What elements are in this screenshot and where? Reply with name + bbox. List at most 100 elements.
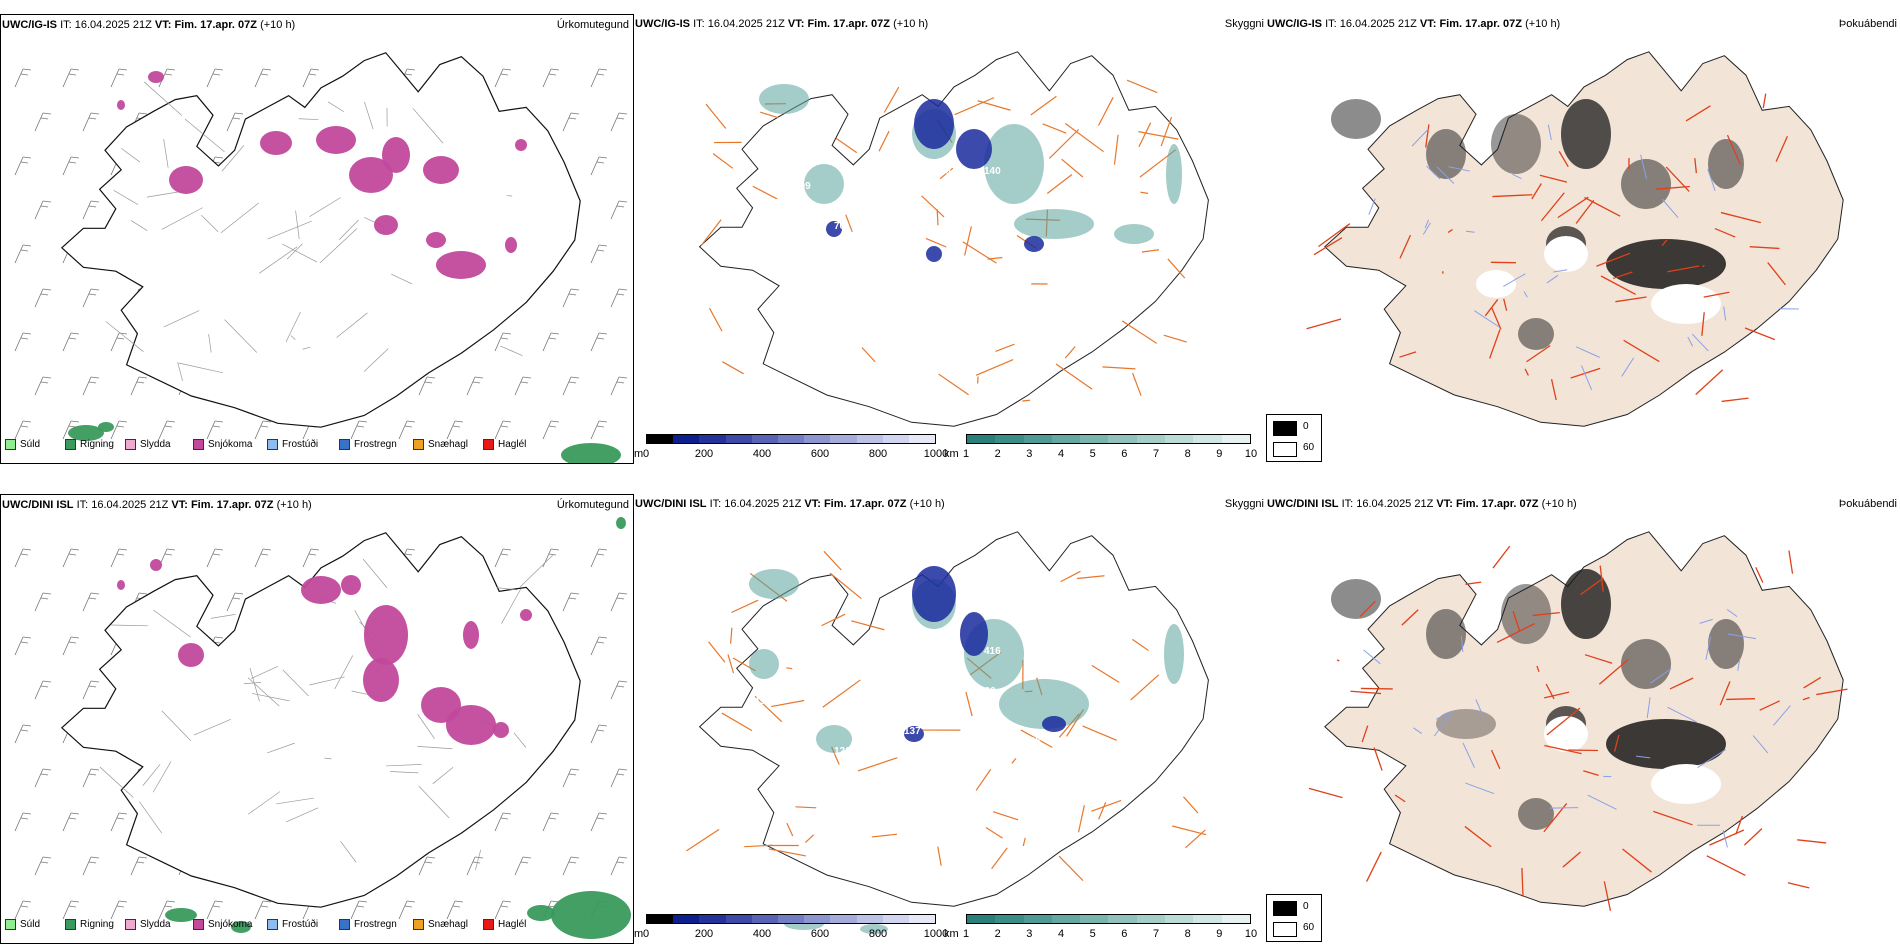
- ceiling-value-label: 127: [899, 191, 916, 202]
- legend-item-súld: Súld: [5, 439, 40, 450]
- wind-barb: [34, 376, 52, 396]
- wind-barb: [62, 68, 80, 88]
- wind-barb: [542, 68, 560, 88]
- legend-item-frostúði: Frostúði: [267, 439, 318, 450]
- colorbar-bin: [1165, 915, 1194, 923]
- snow-area: [178, 643, 204, 667]
- legend-swatch: [125, 439, 136, 450]
- legend-swatch: [125, 919, 136, 930]
- colorbar-bin: [908, 915, 936, 923]
- wind-barb: [466, 856, 484, 876]
- ceiling-value-label: 102: [1024, 256, 1041, 267]
- panel-type-label: Þokuábendi: [1838, 498, 1897, 510]
- fog-panel-top: UWC/IG-IS IT: 16.04.2025 21Z VT: Fim. 17…: [1266, 14, 1900, 464]
- ceiling-value-label: 193: [964, 756, 981, 767]
- wind-barb: [34, 680, 52, 700]
- snow-area: [148, 71, 164, 83]
- low-ceiling-area: [826, 221, 842, 237]
- wind-barb: [14, 900, 32, 920]
- snow-area: [363, 658, 399, 702]
- wind-barb: [562, 768, 580, 788]
- colorbar-tick-label: 8: [1184, 448, 1191, 460]
- ceiling-value-label: 246: [979, 206, 996, 217]
- fog-high-label: 0: [1303, 421, 1309, 432]
- rain-area: [527, 905, 555, 921]
- colorbar-bin: [830, 915, 857, 923]
- fog-high-area: [1708, 619, 1744, 669]
- wind-barb: [226, 112, 244, 132]
- ceiling-value-label: 300: [979, 686, 996, 697]
- colorbar-bin: [699, 915, 726, 923]
- wind-barb: [562, 376, 580, 396]
- panel-type-label: Skyggni: [1224, 18, 1264, 30]
- wind-barb: [610, 112, 628, 132]
- colorbar-tick-label: 2: [994, 928, 1001, 940]
- legend-swatch: [483, 919, 494, 930]
- ceiling-value-label: 132: [1054, 256, 1071, 267]
- fog-high-area: [1621, 639, 1671, 689]
- wind-barb: [62, 156, 80, 176]
- coastline: [698, 531, 1209, 907]
- road-network: [1306, 93, 1789, 403]
- wind-barb: [110, 420, 128, 440]
- wind-barb: [466, 376, 484, 396]
- precip-type-map: [14, 52, 628, 463]
- ceiling-value-label: 56: [834, 701, 846, 712]
- wind-barb: [130, 856, 148, 876]
- legend-item-snæhagl: Snæhagl: [413, 439, 468, 450]
- wind-barb: [590, 420, 608, 440]
- colorbar-bin: [1080, 435, 1109, 443]
- colorbar-bin: [1221, 915, 1250, 923]
- ceiling-value-label: 71: [774, 678, 786, 689]
- snow-area: [117, 100, 125, 110]
- wind-barb: [130, 376, 148, 396]
- panel-title: UWC/IG-IS IT: 16.04.2025 21Z VT: Fim. 17…: [1267, 18, 1561, 30]
- low-visibility-area: [1166, 144, 1182, 204]
- ceiling-value-label: 110: [1074, 276, 1091, 287]
- wind-barb: [254, 548, 272, 568]
- colorbar-unit: km: [944, 448, 959, 460]
- wind-barb: [82, 856, 100, 876]
- low-ceiling-area: [960, 612, 988, 656]
- wind-barb: [562, 288, 580, 308]
- snow-area: [260, 131, 292, 155]
- fog-low-area: [1476, 270, 1516, 298]
- legend-item-slydda: Slydda: [125, 919, 171, 930]
- wind-barb: [14, 812, 32, 832]
- legend-label: Haglél: [498, 919, 527, 930]
- wind-barb: [514, 376, 532, 396]
- wind-barb: [158, 420, 176, 440]
- colorbar-tick-label: 1000: [923, 448, 949, 460]
- wind-barb: [110, 812, 128, 832]
- wind-barb: [302, 548, 320, 568]
- colorbar-bin: [1023, 915, 1052, 923]
- visibility-panel-bottom: UWC/DINI ISL IT: 16.04.2025 21Z VT: Fim.…: [634, 494, 1266, 944]
- fog-low-swatch: [1273, 922, 1297, 937]
- wind-barb: [110, 68, 128, 88]
- rain-area: [616, 517, 626, 529]
- low-visibility-area: [749, 649, 779, 679]
- wind-barb: [82, 768, 100, 788]
- colorbar-tick-label: 7: [1152, 928, 1160, 940]
- colorbar-bin: [1108, 915, 1137, 923]
- low-visibility-area: [759, 84, 809, 114]
- visibility-colorbar: km 1 2 3 4 5 6 7 8 9 10: [944, 434, 1257, 460]
- wind-barb: [562, 592, 580, 612]
- fog-index-map: [1306, 51, 1844, 427]
- wind-barb: [34, 592, 52, 612]
- legend-swatch: [413, 919, 424, 930]
- fog-high-area: [1331, 99, 1381, 139]
- wind-barb: [398, 900, 416, 920]
- legend-swatch: [65, 439, 76, 450]
- low-visibility-area: [999, 679, 1089, 729]
- low-visibility-area: [749, 569, 799, 599]
- legend-label: Snæhagl: [428, 919, 469, 930]
- colorbar-tick-label: 1: [962, 928, 970, 940]
- wind-barb: [14, 548, 32, 568]
- colorbar-bin: [725, 915, 752, 923]
- fog-high-area: [1606, 719, 1726, 769]
- colorbar-tick-label: 7: [1152, 448, 1160, 460]
- wind-barb: [82, 200, 100, 220]
- wind-barb: [34, 288, 52, 308]
